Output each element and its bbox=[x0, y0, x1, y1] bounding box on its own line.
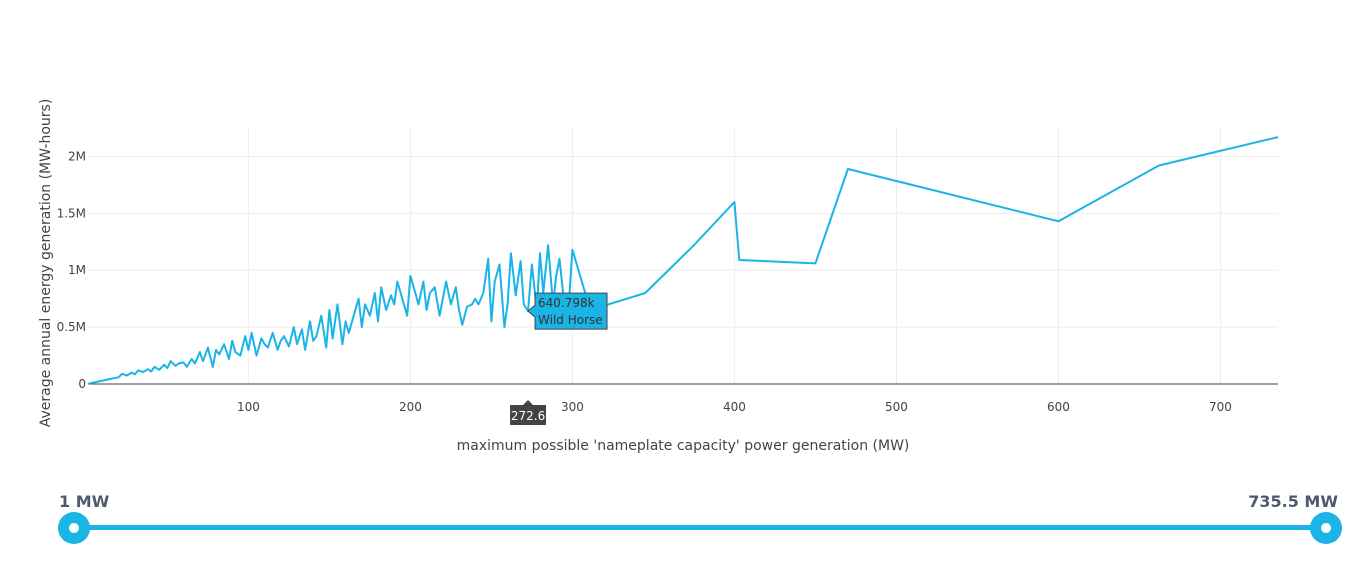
slider-max-handle[interactable] bbox=[1310, 512, 1342, 544]
x-hover-value: 272.6 bbox=[511, 409, 545, 423]
hover-tooltip: 640.798k Wild Horse bbox=[527, 292, 608, 330]
y-axis-ticks: 0 0.5M 1M 1.5M 2M bbox=[57, 149, 86, 391]
y-tick-label: 1M bbox=[68, 263, 86, 277]
hover-tooltip-background bbox=[527, 292, 608, 330]
hover-value-label: 640.798k bbox=[538, 296, 595, 310]
hover-name-label: Wild Horse bbox=[538, 313, 603, 327]
slider-max-label: 735.5 MW bbox=[1248, 492, 1338, 511]
slider-min-label: 1 MW bbox=[59, 492, 110, 511]
slider-handle-dot bbox=[1321, 523, 1331, 533]
x-tick-label: 600 bbox=[1047, 400, 1070, 414]
x-hover-label-background bbox=[510, 400, 547, 425]
y-tick-label: 1.5M bbox=[57, 206, 86, 220]
y-tick-label: 0 bbox=[78, 377, 86, 391]
x-tick-label: 500 bbox=[885, 400, 908, 414]
y-axis-title: Average annual energy generation (MW-hou… bbox=[38, 99, 54, 428]
x-axis-title: maximum possible 'nameplate capacity' po… bbox=[457, 438, 910, 454]
x-hover-label: 272.6 bbox=[510, 400, 547, 425]
y-tick-label: 0.5M bbox=[57, 320, 86, 334]
x-axis-ticks: 100 200 300 400 500 600 700 bbox=[237, 400, 1232, 414]
slider-min-handle[interactable] bbox=[58, 512, 90, 544]
chart-grid bbox=[88, 128, 1278, 384]
x-tick-label: 100 bbox=[237, 400, 260, 414]
slider-handle-dot bbox=[69, 523, 79, 533]
x-tick-label: 300 bbox=[561, 400, 584, 414]
generation-series-line[interactable] bbox=[87, 136, 1279, 385]
y-tick-label: 2M bbox=[68, 149, 86, 163]
x-tick-label: 700 bbox=[1209, 400, 1232, 414]
x-tick-label: 200 bbox=[399, 400, 422, 414]
capacity-vs-generation-chart[interactable]: 100 200 300 400 500 600 700 0 0.5M 1M 1.5M 2M 640.… bbox=[0, 0, 1348, 470]
capacity-range-slider-track[interactable] bbox=[74, 525, 1326, 530]
x-tick-label: 400 bbox=[723, 400, 746, 414]
